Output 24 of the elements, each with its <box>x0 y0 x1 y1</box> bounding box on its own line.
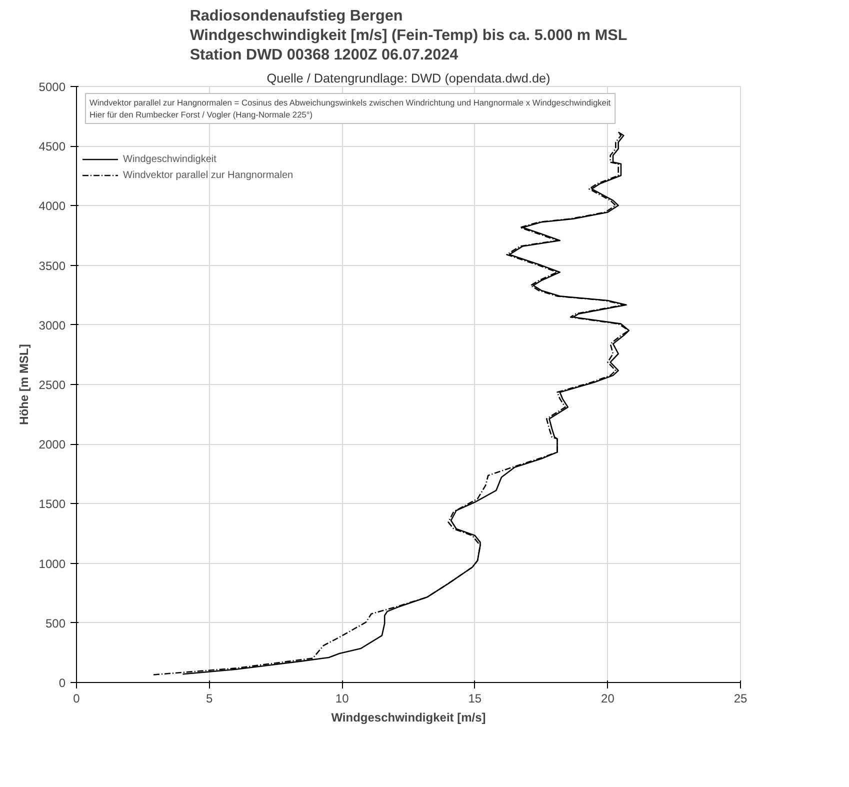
x-tick-label: 5 <box>206 692 213 706</box>
y-tick-label: 0 <box>58 676 66 690</box>
chart-subtitle: Quelle / Datengrundlage: DWD (opendata.dwd.de) <box>266 72 550 86</box>
y-tick-label: 5000 <box>38 80 66 94</box>
y-tick-label: 1000 <box>38 556 66 571</box>
x-tick-label: 10 <box>335 692 350 706</box>
legend-label: Windvektor parallel zur Hangnormalen <box>123 168 294 182</box>
x-tick-label: 20 <box>601 692 615 706</box>
y-tick-label: 2000 <box>38 438 66 452</box>
x-axis-title: Windgeschwindigkeit [m/s] <box>331 710 486 724</box>
y-tick-label: 4500 <box>38 140 66 154</box>
y-tick-label: 4000 <box>38 199 66 214</box>
x-tick-label: 15 <box>468 692 482 706</box>
y-tick-label: 500 <box>45 616 66 630</box>
y-tick-label: 3500 <box>38 258 66 273</box>
legend-label: Windgeschwindigkeit <box>123 152 216 166</box>
y-tick-label: 2500 <box>38 378 66 392</box>
annotation: Windvektor parallel zur Hangnormalen = Cosinus des Abweichungswinkels zwischen Windrichtung und Hangnormale x Windgeschwindigkeit Hier für den Rumbecker Forst / Vogler (Hang-Normale 225°) <box>90 98 612 120</box>
x-tick-label: 25 <box>734 692 748 706</box>
y-axis-title: Höhe [m MSL] <box>16 344 31 425</box>
x-tick-label: 0 <box>73 692 80 706</box>
y-tick-label: 1500 <box>38 497 66 512</box>
chart-title: Radiosondenaufstieg Bergen Windgeschwindigkeit [m/s] (Fein-Temp) bis ca. 5.000 m MSL Station DWD 00368 1200Z 06.07.2024 <box>190 7 628 64</box>
y-tick-label: 3000 <box>38 318 66 332</box>
